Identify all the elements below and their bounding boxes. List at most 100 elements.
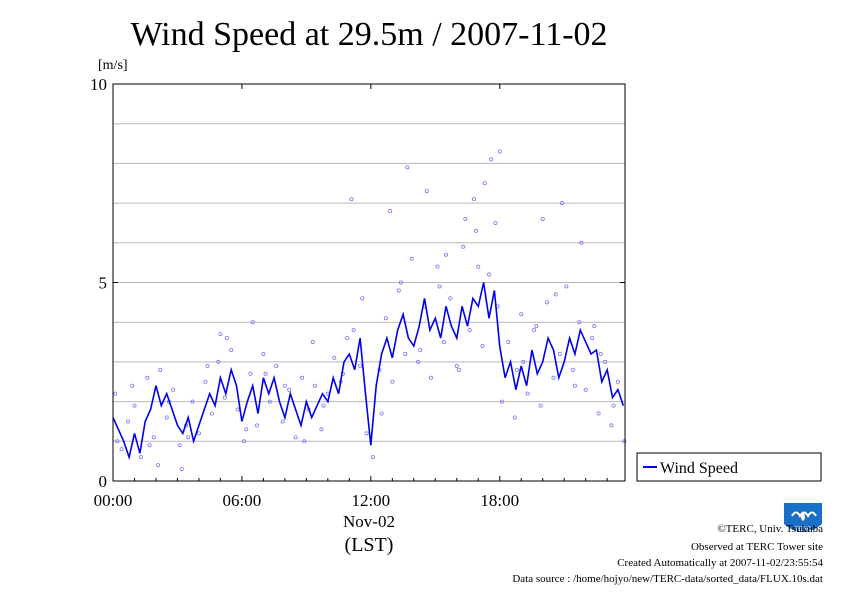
sample-point [493, 220, 498, 225]
sample-point [216, 359, 221, 364]
sample-point [319, 427, 324, 432]
sample-point [572, 383, 577, 388]
logo-drop-icon [801, 511, 805, 521]
sample-point [570, 367, 575, 372]
sample-point [514, 367, 519, 372]
sample-point [115, 439, 120, 444]
sample-point [242, 439, 247, 444]
sample-point [590, 336, 595, 341]
sample-point [467, 328, 472, 333]
x-tick-label: 18:00 [480, 491, 519, 510]
x-tick-label: 00:00 [94, 491, 133, 510]
sample-point [364, 431, 369, 436]
sample-point [158, 367, 163, 372]
sample-point [448, 296, 453, 301]
sample-point [263, 371, 268, 376]
sample-point [435, 264, 440, 269]
sample-point [254, 423, 259, 428]
sample-point [416, 359, 421, 364]
y-tick-label: 0 [99, 472, 108, 491]
sample-point [461, 244, 466, 249]
sample-point [224, 336, 229, 341]
x-tick-label: 12:00 [351, 491, 390, 510]
sample-point [564, 284, 569, 289]
sample-point [390, 379, 395, 384]
sample-point [360, 296, 365, 301]
sample-point [538, 403, 543, 408]
sample-point [126, 419, 131, 424]
sample-point [196, 431, 201, 436]
sample-point [615, 379, 620, 384]
sample-point [456, 367, 461, 372]
sample-point [164, 415, 169, 420]
sample-point [611, 403, 616, 408]
sample-point [398, 280, 403, 285]
terc-logo: TERC [784, 503, 822, 533]
sample-point [560, 201, 565, 206]
sample-point [145, 375, 150, 380]
legend-box [636, 452, 822, 482]
sample-point [444, 252, 449, 257]
x-tick-label: 06:00 [223, 491, 262, 510]
sample-point [405, 165, 410, 170]
sample-point [603, 359, 608, 364]
sample-point [205, 363, 210, 368]
sample-point [592, 324, 597, 329]
sample-point [471, 197, 476, 202]
sample-point [280, 419, 285, 424]
sample-point [609, 423, 614, 428]
sample-point [235, 407, 240, 412]
sample-point [534, 324, 539, 329]
x-axis-timezone-label: (LST) [345, 534, 394, 556]
wind-speed-line [112, 282, 625, 461]
sample-point [349, 197, 354, 202]
sample-point [553, 292, 558, 297]
sample-point [274, 363, 279, 368]
sample-point [486, 272, 491, 277]
sample-point [351, 328, 356, 333]
sample-point [250, 320, 255, 325]
grid-lines [113, 123, 625, 442]
y-tick-label: 5 [99, 274, 108, 293]
series-lines [112, 282, 625, 461]
sample-point [229, 347, 234, 352]
sample-point [583, 387, 588, 392]
sample-point [370, 455, 375, 460]
sample-point [532, 328, 537, 333]
sample-point [218, 332, 223, 337]
sample-point [622, 439, 627, 444]
sample-point [540, 216, 545, 221]
sample-point [577, 320, 582, 325]
x-axis-date-label: Nov-02 [343, 512, 395, 531]
sample-point [358, 363, 363, 368]
sample-point [476, 264, 481, 269]
footer-observed: Observed at TERC Tower site [691, 541, 823, 553]
sample-point [418, 347, 423, 352]
legend: Wind Speed [636, 452, 822, 482]
sample-point [302, 439, 307, 444]
sample-point [113, 391, 118, 396]
sample-point [454, 363, 459, 368]
sample-point [379, 411, 384, 416]
sample-point [579, 240, 584, 245]
sample-point [428, 375, 433, 380]
sample-point [151, 435, 156, 440]
sample-point [482, 181, 487, 186]
logo-text: TERC [795, 527, 812, 533]
sample-point [463, 216, 468, 221]
sample-point [119, 447, 124, 452]
sample-point [282, 383, 287, 388]
sample-point [203, 379, 208, 384]
sample-point [512, 415, 517, 420]
y-axis-unit-label: [m/s] [98, 58, 128, 73]
sample-point [267, 399, 272, 404]
sample-point [312, 383, 317, 388]
sample-point [499, 399, 504, 404]
sample-point [171, 387, 176, 392]
sample-point [409, 256, 414, 261]
sample-point [147, 443, 152, 448]
sample-point [179, 467, 184, 472]
chart-title: Wind Speed at 29.5m / 2007-11-02 [130, 16, 607, 53]
sample-point [403, 351, 408, 356]
footer-copyright: ©TERC, Univ. Tsukuba [717, 523, 823, 535]
